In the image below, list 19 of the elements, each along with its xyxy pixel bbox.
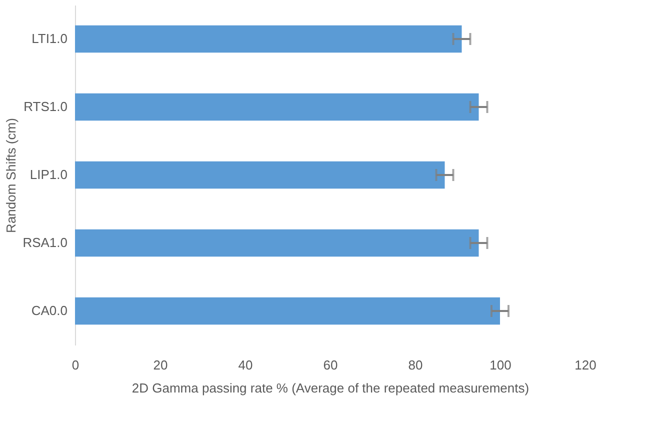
x-tick-label: 60 [323,358,338,372]
bar [75,229,479,257]
y-tick-label: LTI1.0 [32,31,68,46]
y-tick-label: RTS1.0 [24,99,68,114]
x-tick-label: 0 [72,358,80,372]
bar [75,25,462,53]
y-axis-title: Random Shifts (cm) [4,118,19,233]
y-tick-label: CA0.0 [31,303,68,318]
x-tick-label: 40 [238,358,253,372]
bar [75,93,479,121]
bar [75,161,445,189]
x-tick-label: 120 [574,358,596,372]
x-tick-label: 20 [153,358,168,372]
y-tick-label: LIP1.0 [30,167,68,182]
bar [75,297,500,325]
x-tick-label: 80 [408,358,423,372]
y-tick-label: RSA1.0 [22,235,68,250]
x-axis-title: 2D Gamma passing rate % (Average of the repeated measurements) [132,380,530,396]
x-tick-label: 100 [490,358,512,372]
